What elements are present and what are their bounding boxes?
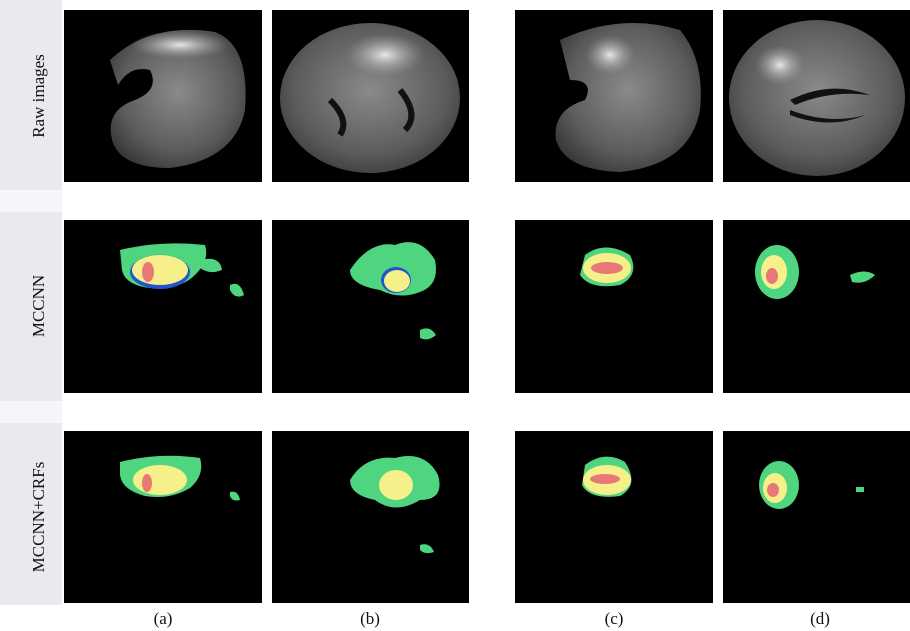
row-label: MCCNN+CRFs (29, 462, 48, 573)
segmentation (64, 431, 262, 603)
segmentation (515, 431, 713, 603)
column-label: (c) (605, 609, 624, 628)
figure: Raw images MCCNN MCCNN+CRFs (0, 0, 910, 631)
strip-gap (0, 190, 62, 212)
segmentation (515, 220, 713, 393)
segmentation (272, 431, 469, 603)
segmentation (723, 220, 910, 393)
segmentation (272, 220, 469, 393)
raw-image (272, 10, 469, 182)
raw-image (64, 10, 262, 182)
column-label: (d) (810, 609, 830, 628)
strip-gap (0, 401, 62, 423)
column-label: (b) (360, 609, 380, 628)
row-label: MCCNN (29, 275, 48, 337)
raw-image (723, 10, 910, 182)
raw-image (515, 10, 713, 182)
column-label: (a) (154, 609, 173, 628)
segmentation (64, 220, 262, 393)
segmentation (723, 431, 910, 603)
row-label: Raw images (29, 54, 48, 138)
